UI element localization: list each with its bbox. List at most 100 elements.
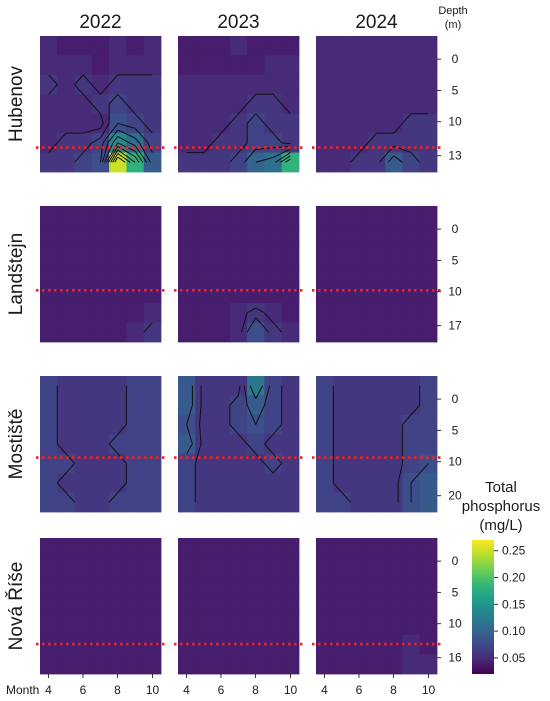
heatmap-cell — [143, 492, 162, 513]
contour-line — [100, 123, 110, 139]
heatmap-cell — [419, 414, 438, 435]
heatmap-cell — [350, 244, 369, 265]
heatmap-cell — [419, 133, 438, 153]
heatmap-cell — [281, 395, 300, 416]
contour-line — [397, 463, 403, 483]
lake-label-0: Hubenov — [6, 65, 27, 142]
heatmap-cell — [74, 557, 93, 578]
contour-line — [134, 150, 144, 163]
heatmap-cell — [316, 322, 334, 343]
heatmap-cell — [212, 225, 231, 246]
heatmap-cell — [385, 55, 403, 76]
depth-tick-label: 0 — [452, 392, 459, 406]
heatmap-cell — [143, 94, 162, 115]
contour-line — [194, 443, 202, 464]
contour-line — [199, 405, 202, 425]
heatmap-cell — [178, 74, 196, 95]
heatmap-cell — [195, 596, 213, 617]
contour-line — [134, 156, 140, 163]
heatmap-cell — [143, 225, 162, 246]
heatmap-cell — [350, 152, 369, 173]
heatmap-cell — [350, 225, 369, 246]
heatmap-cell — [419, 654, 438, 675]
heatmap-cell — [316, 395, 334, 416]
heatmap-cell — [333, 557, 351, 578]
heatmap-cell — [126, 654, 145, 675]
contour-line — [332, 482, 343, 493]
depth-tick-label: 16 — [448, 651, 462, 665]
heatmap-cell — [126, 596, 145, 617]
contour-line — [246, 307, 257, 314]
month-tick-label: 10 — [284, 683, 298, 697]
heatmap-cell — [126, 576, 145, 597]
heatmap-cell — [385, 596, 403, 617]
heatmap-cell — [212, 453, 231, 474]
depth-tick-label: 10 — [448, 617, 462, 631]
heatmap-cell — [316, 55, 334, 76]
heatmap-cell — [281, 596, 300, 617]
heatmap-cell — [402, 538, 421, 558]
heatmap-cell — [264, 244, 283, 265]
heatmap-cell — [109, 414, 127, 435]
heatmap-cell — [264, 133, 283, 153]
heatmap-cell — [57, 473, 75, 493]
contour-line — [108, 74, 119, 85]
heatmap-cell — [247, 113, 265, 134]
heatmap-cell — [40, 133, 58, 153]
heatmap-cell — [74, 152, 93, 173]
heatmap-cell — [109, 322, 127, 343]
contour-line — [65, 453, 75, 464]
heatmap-cell — [91, 434, 110, 455]
heatmap-cell — [419, 576, 438, 597]
heatmap-cell — [109, 376, 127, 396]
heatmap-cell — [195, 264, 213, 285]
heatmap-cell — [57, 557, 75, 578]
heatmap-cell — [402, 596, 421, 617]
heatmap-cell — [229, 152, 248, 173]
heatmap-cell — [281, 473, 300, 493]
contour-line — [186, 404, 193, 425]
heatmap-cell — [91, 225, 110, 246]
contour-line — [117, 122, 136, 129]
heatmap-cell — [109, 244, 127, 265]
contour-line — [110, 149, 119, 163]
contour-line — [264, 433, 274, 445]
heatmap-cell — [385, 414, 403, 435]
heatmap-cell — [350, 133, 369, 153]
colorbar-tick-label: 0.15 — [502, 597, 526, 611]
heatmap-cell — [350, 557, 369, 578]
heatmap-cell — [333, 264, 351, 285]
heatmap-cell — [385, 635, 403, 655]
contour-line — [387, 155, 395, 163]
contour-line — [117, 424, 127, 435]
heatmap-cell — [229, 133, 248, 153]
heatmap-cell — [419, 152, 438, 173]
contour-line — [246, 113, 257, 124]
heatmap-cell — [367, 492, 386, 513]
contour-line — [134, 137, 140, 144]
contour-line — [112, 136, 119, 144]
heatmap-cell — [143, 654, 162, 675]
contour-line — [56, 443, 67, 455]
heatmap-cell — [350, 576, 369, 597]
heatmap-cell — [195, 133, 213, 153]
heatmap-cell — [333, 654, 351, 675]
heatmap-cell — [40, 152, 58, 173]
heatmap-cell — [247, 133, 265, 153]
depth-tick-label: 10 — [448, 455, 462, 469]
heatmap-cell — [316, 74, 334, 95]
heatmap-cell — [419, 36, 438, 56]
contour-line — [229, 113, 239, 124]
heatmap-cell — [57, 615, 75, 636]
contour-line — [393, 155, 403, 163]
contour-line — [264, 463, 274, 474]
heatmap-cell — [212, 133, 231, 153]
heatmap-cell — [74, 322, 93, 343]
heatmap-cell — [350, 36, 369, 56]
heatmap-cell — [57, 596, 75, 617]
heatmap-cell — [247, 596, 265, 617]
heatmap-cell — [316, 576, 334, 597]
contour-line — [74, 84, 84, 95]
depth-tick-label: 5 — [452, 253, 459, 267]
heatmap-cell — [247, 55, 265, 76]
